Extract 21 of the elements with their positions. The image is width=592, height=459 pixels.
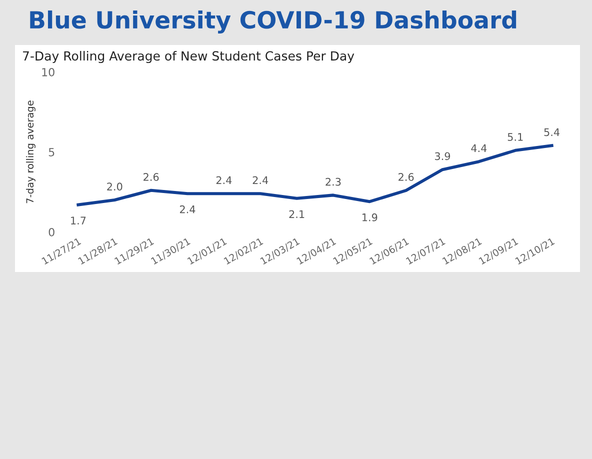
data-label: 1.7 (71, 216, 86, 224)
data-label: 2.6 (398, 173, 414, 181)
y-tick-label: 5 (48, 148, 54, 156)
data-label: 4.4 (471, 144, 487, 152)
data-label: 1.9 (362, 213, 378, 222)
data-label: 2.0 (107, 182, 122, 191)
data-label: 2.3 (326, 178, 341, 186)
data-label: 3.9 (435, 152, 450, 160)
y-tick-label: 0 (48, 228, 54, 236)
data-label: 2.4 (180, 205, 196, 214)
data-label: 2.4 (252, 176, 268, 184)
chart-title: Blue University COVID-19 Dashboard (30, 10, 516, 34)
data-label: 5.4 (544, 128, 560, 136)
chart-subtitle: 7-Day Rolling Average of New Student Cases Per Day (23, 50, 354, 64)
data-label: 2.4 (216, 176, 232, 184)
data-label: 5.1 (508, 133, 523, 141)
data-label: 2.1 (289, 210, 304, 218)
y-tick-label: 10 (42, 68, 54, 76)
data-label: 2.6 (144, 173, 159, 181)
y-axis-title: 7-day rolling average (26, 100, 36, 204)
line-series (76, 144, 554, 206)
